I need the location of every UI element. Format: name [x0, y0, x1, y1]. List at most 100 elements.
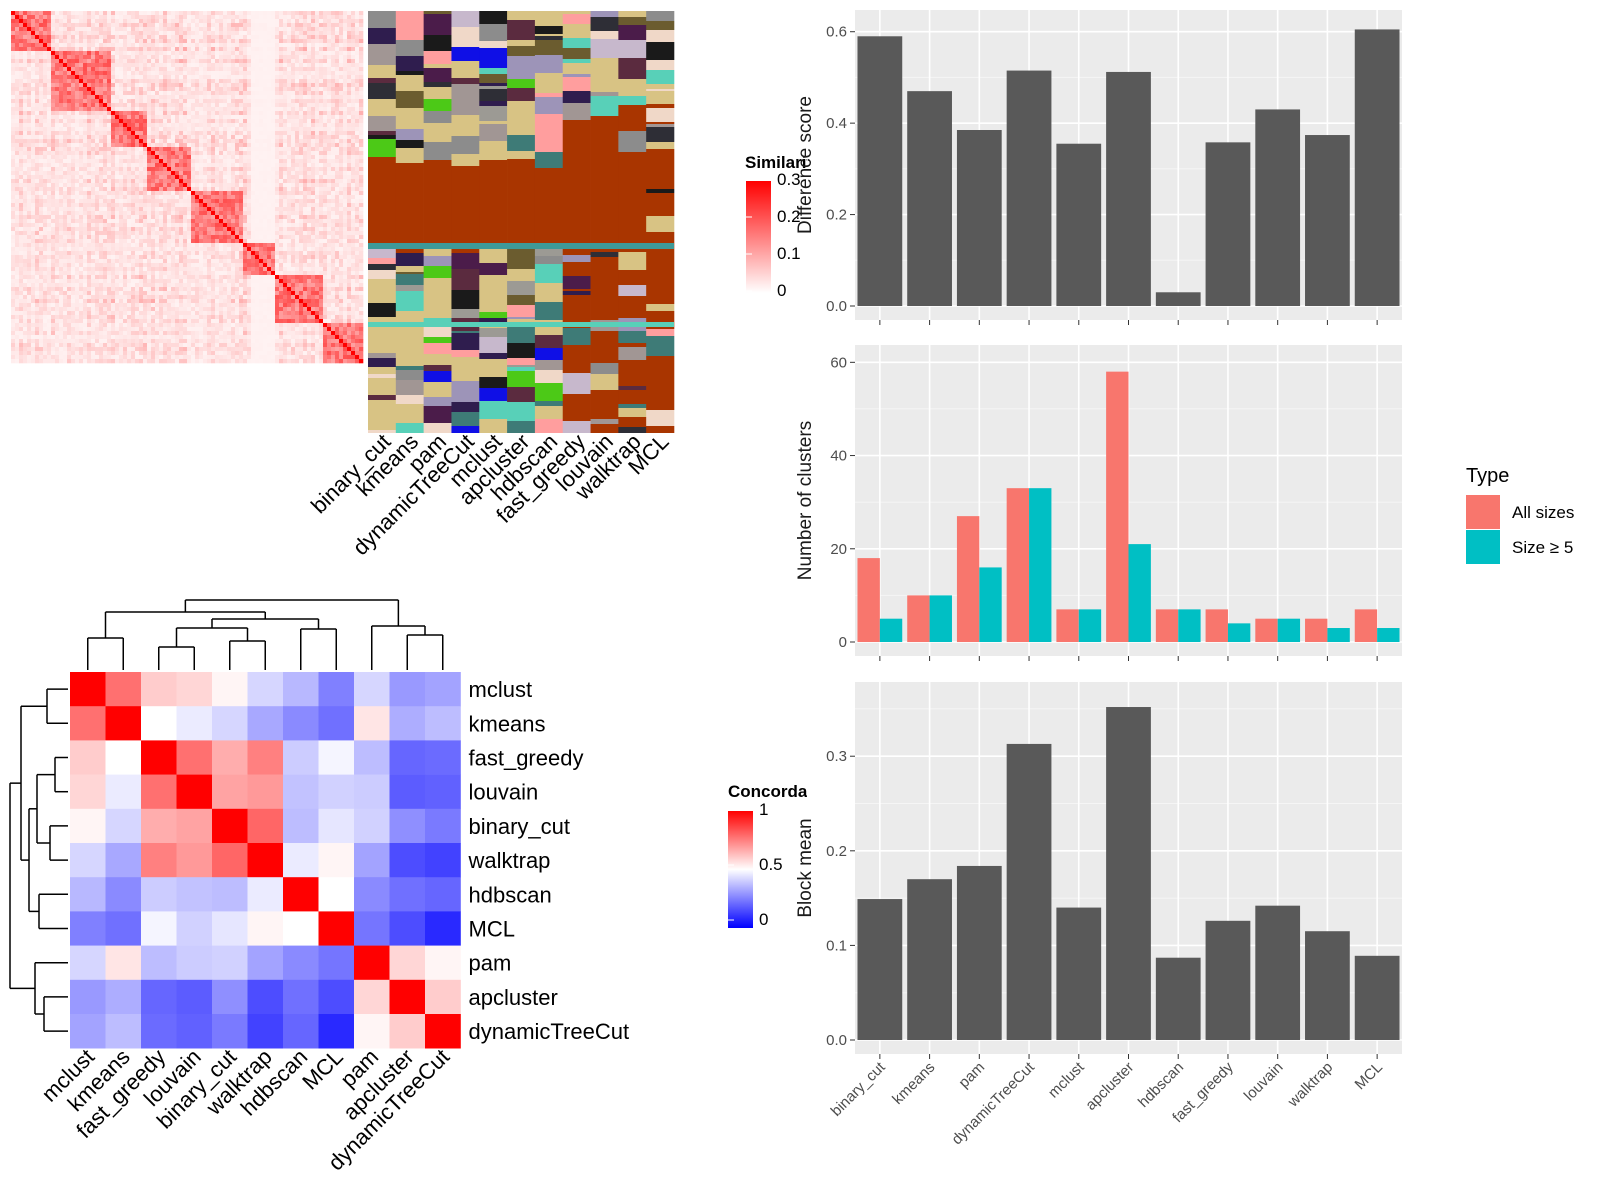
concordance-cell: [425, 877, 461, 912]
similarity-legend-tick: 0.1: [777, 244, 801, 263]
concordance-cell: [318, 706, 355, 741]
bar: [907, 879, 952, 1040]
concordance-cell: [354, 808, 390, 844]
y-tick-label: 0.0: [826, 298, 847, 315]
concordance-cell: [105, 979, 142, 1015]
type-legend: Type All sizes Size ≥ 5: [1466, 465, 1574, 564]
y-tick-label: 0.4: [826, 115, 847, 132]
concordance-column-labels: mclustkmeansfast_greedylouvainbinary_cut…: [37, 1044, 455, 1175]
bar: [1305, 931, 1350, 1040]
concordance-cell: [212, 740, 248, 775]
concordance-row-label: apcluster: [469, 985, 558, 1010]
x-tick-label: apcluster: [1082, 1059, 1137, 1114]
bar: [1029, 488, 1052, 642]
bar: [1006, 488, 1030, 642]
concordance-cell: [318, 808, 355, 844]
concordance-cell: [283, 808, 319, 844]
concordance-cell: [389, 706, 426, 741]
concordance-cell: [318, 1014, 355, 1049]
concordance-cell: [212, 979, 248, 1015]
bar: [857, 899, 903, 1040]
concordance-cell: [212, 1014, 248, 1049]
bar: [929, 595, 952, 642]
concordance-cell: [176, 672, 213, 707]
legend-swatch-all-sizes: [1466, 495, 1500, 529]
concordance-legend-tick: 0: [759, 910, 768, 929]
concordance-cell: [70, 1014, 106, 1049]
similarity-legend: Similarity 0.3 0.2 0.1 0: [745, 153, 807, 300]
cluster-class-matrix: [368, 11, 675, 433]
bar: [956, 130, 1002, 306]
concordance-cell: [283, 706, 319, 741]
y-tick-label: 0.1: [826, 937, 847, 954]
concordance-cell: [354, 740, 390, 775]
bar: [1155, 957, 1201, 1040]
concordance-cell: [283, 740, 319, 775]
concordance-cell: [176, 945, 213, 981]
concordance-cell: [389, 808, 426, 844]
concordance-cell: [354, 945, 390, 981]
concordance-cell: [389, 740, 426, 775]
concordance-cell: [425, 706, 461, 741]
concordance-cell: [425, 740, 461, 775]
y-axis-title: Block mean: [795, 818, 816, 917]
bar: [979, 567, 1002, 642]
concordance-cell: [141, 808, 177, 844]
bar: [1354, 609, 1378, 642]
concordance-cell: [389, 877, 426, 912]
y-tick-label: 0: [839, 634, 847, 651]
concordance-cell: [141, 740, 177, 775]
concordance-cell: [247, 740, 284, 775]
concordance-cell: [425, 843, 461, 878]
bar: [1155, 609, 1179, 642]
concordance-legend-tick: 0.5: [759, 855, 783, 874]
concordance-legend-tick: 1: [759, 800, 768, 819]
type-legend-title: Type: [1466, 465, 1509, 487]
y-axis-title: Difference score: [795, 96, 816, 234]
concordance-cell: [141, 1014, 177, 1049]
concordance-cell: [141, 706, 177, 741]
row-dendrogram: [9, 688, 68, 1032]
concordance-cell: [283, 1014, 319, 1049]
concordance-cell: [70, 672, 106, 707]
concordance-cell: [354, 1014, 390, 1049]
difference-score-chart: 0.0 0.2 0.4 0.6 Difference score: [795, 10, 1402, 325]
legend-swatch-size-ge-5: [1466, 530, 1500, 564]
concordance-cell: [318, 774, 355, 810]
y-tick-label: 20: [830, 541, 847, 558]
y-tick-label: 0.6: [826, 24, 847, 41]
legend-label-all-sizes: All sizes: [1512, 503, 1574, 522]
bar: [1205, 142, 1251, 306]
concordance-cell: [318, 672, 355, 707]
concordance-cell: [354, 774, 390, 810]
bar: [956, 865, 1002, 1040]
concordance-cell: [425, 945, 461, 981]
similarity-legend-tick: 0.3: [777, 170, 801, 189]
concordance-cell: [283, 877, 319, 912]
concordance-row-label: kmeans: [469, 711, 546, 736]
concordance-cell: [247, 808, 284, 844]
concordance-cell: [425, 672, 461, 707]
concordance-cell: [105, 945, 142, 981]
y-tick-label: 0.2: [826, 207, 847, 224]
concordance-cell: [141, 979, 177, 1015]
concordance-cell: [283, 672, 319, 707]
similarity-legend-tick: 0: [777, 281, 786, 300]
concordance-cell: [176, 1014, 213, 1049]
concordance-cell: [105, 706, 142, 741]
bar: [907, 91, 952, 307]
concordance-cell: [176, 774, 213, 810]
concordance-cell: [176, 877, 213, 912]
concordance-cell: [105, 877, 142, 912]
concordance-cell: [212, 911, 248, 946]
bar: [857, 36, 903, 307]
concordance-cell: [70, 979, 106, 1015]
bar: [1327, 628, 1350, 642]
concordance-cell: [141, 911, 177, 946]
concordance-cell: [105, 843, 142, 878]
concordance-cell: [318, 945, 355, 981]
concordance-row-label: louvain: [469, 780, 539, 805]
concordance-cell: [354, 911, 390, 946]
concordance-cell: [354, 672, 390, 707]
bar: [1056, 907, 1102, 1040]
